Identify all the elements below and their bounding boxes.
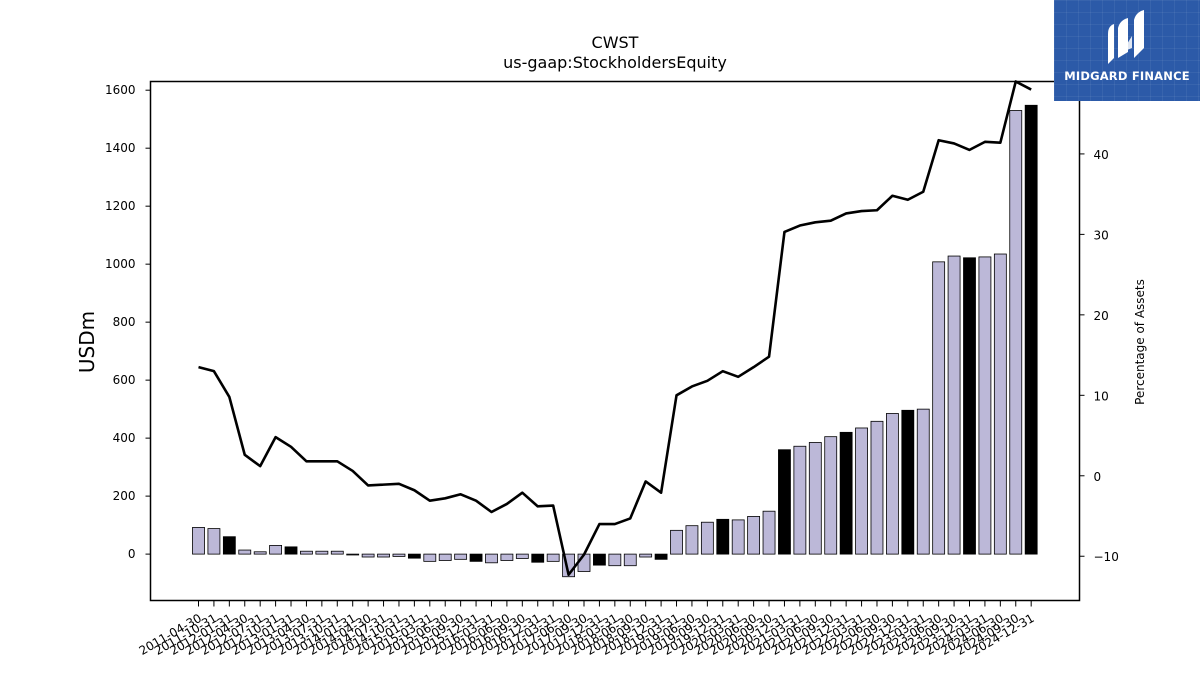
y2-tick-label: −10 (1094, 550, 1119, 564)
y-tick-label: 400 (113, 431, 136, 445)
bar-2015-03-31 (438, 553, 452, 561)
bar-2015-09-30 (469, 553, 483, 562)
bar-2023-03-31 (932, 261, 946, 555)
bar-2016-09-30 (531, 553, 545, 563)
bar-2018-09-30 (654, 553, 668, 560)
bar-2024-03-31 (993, 253, 1007, 555)
y-tick-label: 1400 (105, 141, 136, 155)
bar-2011-10-31 (222, 536, 236, 555)
y2-tick-label: 0 (1094, 470, 1102, 484)
bar-2019-06-30 (700, 521, 714, 555)
bar-2023-06-30 (947, 255, 961, 555)
y2-tick-label: 40 (1094, 148, 1109, 162)
bar-2018-03-31 (623, 553, 637, 567)
y2-tick-label: 30 (1094, 228, 1109, 242)
bar-2022-03-31 (870, 420, 884, 555)
y-axis-right: −1001020304050 (1079, 67, 1119, 564)
bar-2011-07-31 (207, 528, 221, 555)
bar-2015-06-30 (454, 553, 468, 560)
y-axis-label: USDm (75, 311, 99, 373)
bar-2018-06-30 (639, 553, 653, 558)
y-tick-label: 800 (113, 315, 136, 329)
brand-name: MIDGARD FINANCE (1064, 69, 1190, 83)
chart-subtitle: us-gaap:StockholdersEquity (503, 53, 727, 72)
bar-2012-04-30 (253, 551, 267, 555)
brand-logo: MIDGARD FINANCE (1054, 0, 1200, 101)
bar-2018-12-31 (670, 529, 683, 555)
bar-2019-09-30 (716, 518, 730, 555)
bar-2016-03-31 (500, 553, 514, 561)
bar-2013-10-31 (346, 553, 360, 556)
bar-2019-12-31 (731, 519, 745, 555)
bar-2015-12-31 (485, 553, 498, 564)
y-tick-label: 0 (128, 547, 136, 561)
percentage-line (198, 80, 1032, 577)
midgard-logo-icon (1108, 10, 1144, 64)
bar-2013-07-31 (330, 550, 344, 555)
y-tick-label: 600 (113, 373, 136, 387)
bar-2021-03-31 (808, 442, 822, 555)
y-axis-left: 0 200 400 600 800 1000 1200 1400 1600 (105, 83, 151, 561)
bar-2024-06-30 (1009, 110, 1023, 555)
bar-2020-06-30 (762, 510, 776, 555)
x-axis: 2011-04-302011-10-312012-01-312012-04-30… (137, 600, 1037, 658)
bar-2012-07-31 (269, 545, 283, 555)
y-tick-label: 200 (113, 489, 136, 503)
bar-2021-12-31 (855, 427, 868, 555)
bar-2012-01-31 (238, 549, 252, 555)
bar-2015-01-31 (423, 553, 437, 562)
bar-2023-09-30 (963, 257, 976, 555)
bar-2020-03-31 (747, 516, 761, 555)
bar-2022-06-30 (886, 413, 899, 555)
bar-2022-09-30 (901, 409, 915, 555)
bar-2021-09-30 (839, 431, 853, 555)
bar-2014-04-30 (377, 553, 390, 558)
bar-2014-01-31 (361, 553, 375, 558)
bar-2020-12-31 (793, 445, 807, 555)
y-tick-label: 1200 (105, 199, 136, 213)
bar-2017-09-30 (593, 553, 606, 566)
bar-2020-09-30 (778, 449, 791, 555)
chart-title: CWST (592, 33, 639, 52)
bar-2021-06-30 (824, 436, 838, 555)
bar-2013-01-31 (300, 550, 313, 555)
bar-2013-04-30 (315, 550, 329, 555)
y-tick-label: 1000 (105, 257, 136, 271)
bar-2022-12-31 (916, 408, 930, 555)
y2-axis-label: Percentage of Assets (1133, 279, 1147, 405)
bar-2016-06-30 (515, 553, 529, 559)
y-tick-label: 1600 (105, 83, 136, 97)
y2-tick-label: 10 (1094, 389, 1109, 403)
bar-2017-12-31 (608, 553, 622, 567)
bar-series (192, 104, 1038, 578)
bar-2011-04-30 (192, 527, 205, 555)
bar-2023-12-31 (978, 256, 992, 555)
bar-2012-10-31 (284, 546, 298, 555)
bar-2014-10-31 (407, 553, 421, 559)
bar-2016-12-31 (546, 553, 560, 562)
bar-2024-09-30 (1024, 104, 1038, 555)
bar-2019-03-31 (685, 525, 699, 555)
y2-tick-label: 20 (1094, 309, 1109, 323)
bar-2014-07-31 (392, 553, 406, 557)
